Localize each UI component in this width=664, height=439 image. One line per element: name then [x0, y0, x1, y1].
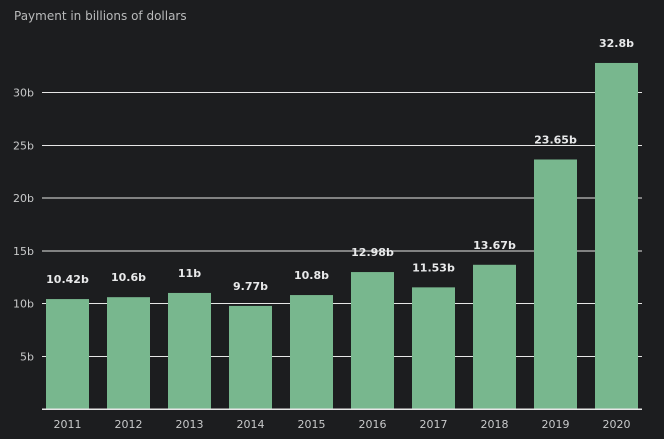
y-axis-title: Payment in billions of dollars — [14, 9, 187, 23]
bar — [46, 299, 89, 409]
data-label: 12.98b — [351, 246, 394, 259]
y-tick-label: 5b — [20, 350, 34, 363]
bar — [168, 292, 211, 409]
x-tick-label: 2015 — [298, 418, 326, 431]
bar — [290, 295, 333, 409]
bar — [412, 287, 455, 409]
x-tick-label: 2011 — [54, 418, 82, 431]
data-label: 10.8b — [294, 269, 329, 282]
bar — [229, 305, 272, 409]
data-label: 10.42b — [46, 273, 89, 286]
bar — [107, 297, 150, 409]
data-label: 32.8b — [599, 37, 634, 50]
x-tick-label: 2020 — [603, 418, 631, 431]
bar — [473, 264, 516, 409]
data-label: 10.6b — [111, 271, 146, 284]
x-tick-label: 2019 — [542, 418, 570, 431]
x-tick-label: 2017 — [420, 418, 448, 431]
data-label: 23.65b — [534, 133, 577, 146]
bar — [595, 62, 638, 410]
x-tick-label: 2016 — [359, 418, 387, 431]
bar — [534, 159, 577, 409]
data-label: 9.77b — [233, 280, 268, 293]
x-tick-label: 2012 — [115, 418, 143, 431]
y-tick-label: 30b — [13, 87, 34, 100]
data-label: 11b — [178, 267, 201, 280]
data-label: 13.67b — [473, 239, 516, 252]
x-tick-label: 2014 — [237, 418, 265, 431]
data-label: 11.53b — [412, 261, 455, 274]
x-tick-label: 2018 — [481, 418, 509, 431]
y-tick-label: 25b — [13, 139, 34, 152]
y-tick-label: 20b — [13, 192, 34, 205]
y-tick-label: 15b — [13, 245, 34, 258]
y-tick-label: 10b — [13, 298, 34, 311]
x-tick-label: 2013 — [176, 418, 204, 431]
bar — [351, 272, 394, 409]
